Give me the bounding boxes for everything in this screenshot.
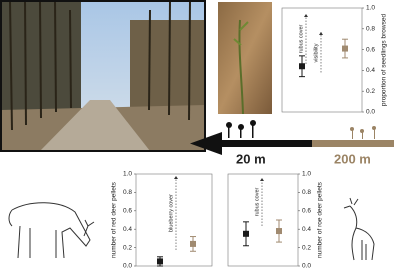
y-tick-label: 0.8: [302, 189, 311, 196]
mean-point: [276, 228, 282, 235]
mean-point: [243, 230, 249, 237]
mean-point: [299, 63, 305, 70]
y-tick-label: 1.0: [123, 171, 132, 178]
annotation: visibility: [313, 43, 319, 62]
arrow-head: [174, 176, 178, 179]
y-tick-label: 0.8: [123, 189, 132, 196]
y-tick-label: 0.2: [302, 244, 311, 251]
y-tick-label: 1.0: [366, 5, 375, 12]
seedling-photo: [218, 2, 272, 115]
plot-frame: [227, 173, 299, 267]
y-tick-label: 0.6: [366, 46, 375, 53]
y-tick-label: 0.4: [302, 226, 311, 233]
annotation: rubus cover: [298, 24, 304, 53]
arrow-head: [319, 32, 323, 35]
y-tick-label: 0.2: [123, 244, 132, 251]
y-tick-label: 0.2: [366, 88, 375, 95]
y-tick-label: 0.0: [123, 263, 132, 270]
y-axis-label: proportion of seedlings browsed: [381, 14, 388, 107]
red-deer-drawing: [8, 202, 95, 259]
far-distance: 200 m: [334, 151, 371, 166]
y-tick-label: 0.6: [123, 208, 132, 215]
plot-frame: [135, 173, 213, 267]
plot-frame: [281, 7, 363, 113]
y-tick-label: 0.8: [366, 26, 375, 33]
mean-point: [190, 240, 196, 247]
y-tick-label: 0.4: [366, 67, 375, 74]
y-tick-label: 0.4: [123, 226, 132, 233]
y-tick-label: 0.0: [366, 109, 375, 116]
y-tick-label: 0.0: [302, 263, 311, 270]
y-axis-label: number of roe deer pellets: [317, 181, 324, 258]
near-distance: 20 m: [236, 151, 266, 166]
forest-photo: [0, 0, 206, 152]
mean-point: [157, 258, 163, 265]
annotation: rubus cover: [254, 187, 260, 216]
mean-point: [342, 45, 348, 52]
y-tick-label: 1.0: [302, 171, 311, 178]
y-tick-label: 0.6: [302, 208, 311, 215]
annotation: blueberry cover: [168, 194, 174, 232]
roe-deer-drawing: [343, 197, 375, 261]
y-axis-label: number of red deer pellets: [111, 181, 118, 258]
distance-arrow: 20 m 200 m: [190, 120, 394, 166]
arrow-head: [304, 14, 308, 17]
arrow-head: [260, 178, 264, 181]
